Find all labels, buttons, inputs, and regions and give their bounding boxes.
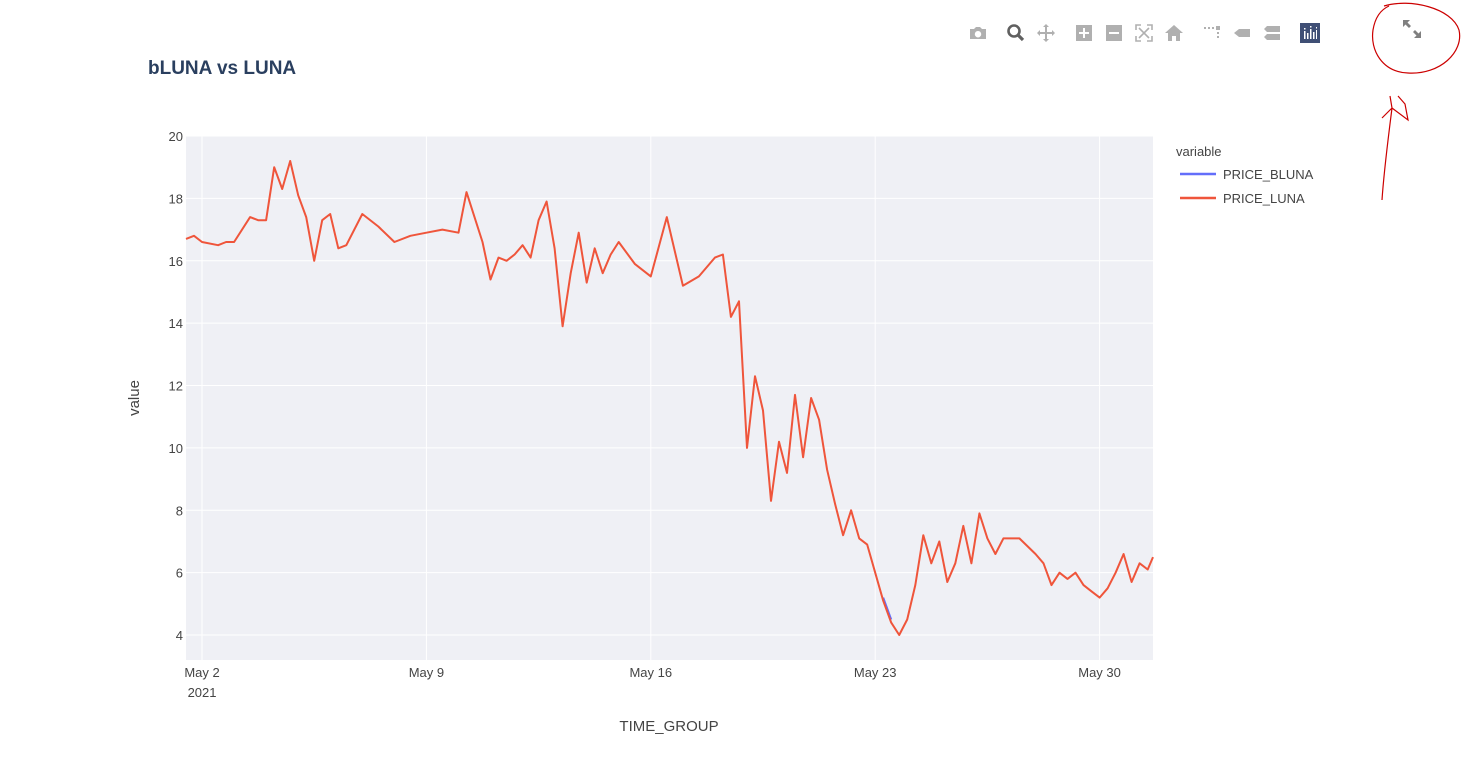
y-tick-label: 16 (169, 254, 183, 269)
autoscale-icon[interactable] (1131, 20, 1157, 46)
zoom-out-icon[interactable] (1101, 20, 1127, 46)
y-tick-label: 12 (169, 379, 183, 394)
reset-axes-icon[interactable] (1161, 20, 1187, 46)
x-tick-label: May 23 (854, 665, 897, 680)
modebar (965, 20, 1327, 46)
x-tick-sublabel: 2021 (188, 685, 217, 700)
pan-icon[interactable] (1033, 20, 1059, 46)
y-axis-label: value (126, 380, 143, 416)
series-line-price-bluna[interactable] (882, 597, 893, 620)
series-line-price-luna[interactable] (185, 160, 1154, 636)
y-tick-label: 10 (169, 441, 183, 456)
x-tick-label: May 30 (1078, 665, 1121, 680)
expand-icon[interactable] (1397, 14, 1427, 44)
x-tick-label: May 16 (629, 665, 672, 680)
series-lines (185, 160, 1154, 636)
annotation-circle (1371, 2, 1461, 74)
y-tick-label: 4 (176, 628, 183, 643)
legend-item-luna[interactable]: PRICE_LUNA (1180, 191, 1305, 206)
y-tick-label: 20 (169, 129, 183, 144)
hover-compare-icon[interactable] (1259, 20, 1285, 46)
y-axis-ticks: 4 6 8 10 12 14 16 18 20 (169, 129, 183, 643)
annotation-arrow (1381, 95, 1409, 201)
y-tick-label: 8 (176, 503, 183, 518)
legend: variable PRICE_BLUNA PRICE_LUNA (1176, 144, 1314, 206)
zoom-in-icon[interactable] (1071, 20, 1097, 46)
hover-closest-icon[interactable] (1229, 20, 1255, 46)
x-tick-label: May 9 (409, 665, 444, 680)
y-tick-label: 14 (169, 316, 183, 331)
x-axis-ticks: May 2 2021 May 9 May 16 May 23 May 30 (184, 665, 1121, 700)
x-tick-label: May 2 (184, 665, 219, 680)
zoom-icon[interactable] (1003, 20, 1029, 46)
plotly-logo-icon[interactable] (1297, 20, 1323, 46)
legend-label-luna: PRICE_LUNA (1223, 191, 1305, 206)
hand-drawn-annotation (1371, 2, 1461, 201)
y-tick-label: 6 (176, 566, 183, 581)
x-axis-label: TIME_GROUP (619, 718, 718, 735)
chart-title: bLUNA vs LUNA (148, 58, 296, 79)
legend-item-bluna[interactable]: PRICE_BLUNA (1180, 167, 1314, 182)
camera-icon[interactable] (965, 20, 991, 46)
legend-label-bluna: PRICE_BLUNA (1223, 167, 1314, 182)
grid-lines (186, 135, 1153, 660)
spike-lines-icon[interactable] (1199, 20, 1225, 46)
legend-title: variable (1176, 144, 1222, 159)
y-tick-label: 18 (169, 191, 183, 206)
